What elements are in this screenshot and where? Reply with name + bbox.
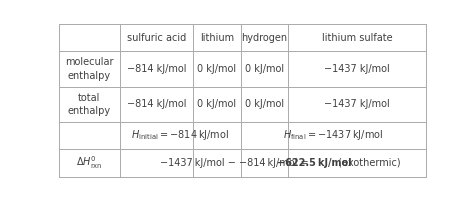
Text: $\mathit{H}_\mathrm{final}$ = −1437 kJ/mol: $\mathit{H}_\mathrm{final}$ = −1437 kJ/m… <box>283 128 383 142</box>
Text: 0 kJ/mol: 0 kJ/mol <box>197 99 236 109</box>
Text: −1437 kJ/mol: −1437 kJ/mol <box>324 64 390 74</box>
Text: −1437 kJ/mol − −814 kJ/mol =: −1437 kJ/mol − −814 kJ/mol = <box>159 158 311 168</box>
Text: hydrogen: hydrogen <box>241 33 288 43</box>
Text: $\Delta H^0_\mathrm{rxn}$: $\Delta H^0_\mathrm{rxn}$ <box>76 155 103 171</box>
Text: lithium: lithium <box>200 33 234 43</box>
Text: 0 kJ/mol: 0 kJ/mol <box>245 64 284 74</box>
Text: molecular
enthalpy: molecular enthalpy <box>65 58 114 81</box>
Text: sulfuric acid: sulfuric acid <box>127 33 186 43</box>
Text: −622.5 kJ/mol: −622.5 kJ/mol <box>277 158 352 168</box>
Text: 0 kJ/mol: 0 kJ/mol <box>197 64 236 74</box>
Text: (exothermic): (exothermic) <box>335 158 401 168</box>
Text: −814 kJ/mol: −814 kJ/mol <box>126 99 186 109</box>
Text: lithium sulfate: lithium sulfate <box>322 33 392 43</box>
Text: 0 kJ/mol: 0 kJ/mol <box>245 99 284 109</box>
Text: total
enthalpy: total enthalpy <box>68 93 111 116</box>
Text: −814 kJ/mol: −814 kJ/mol <box>126 64 186 74</box>
Text: −1437 kJ/mol: −1437 kJ/mol <box>324 99 390 109</box>
Text: $\mathit{H}_\mathrm{initial}$ = −814 kJ/mol: $\mathit{H}_\mathrm{initial}$ = −814 kJ/… <box>131 128 229 142</box>
